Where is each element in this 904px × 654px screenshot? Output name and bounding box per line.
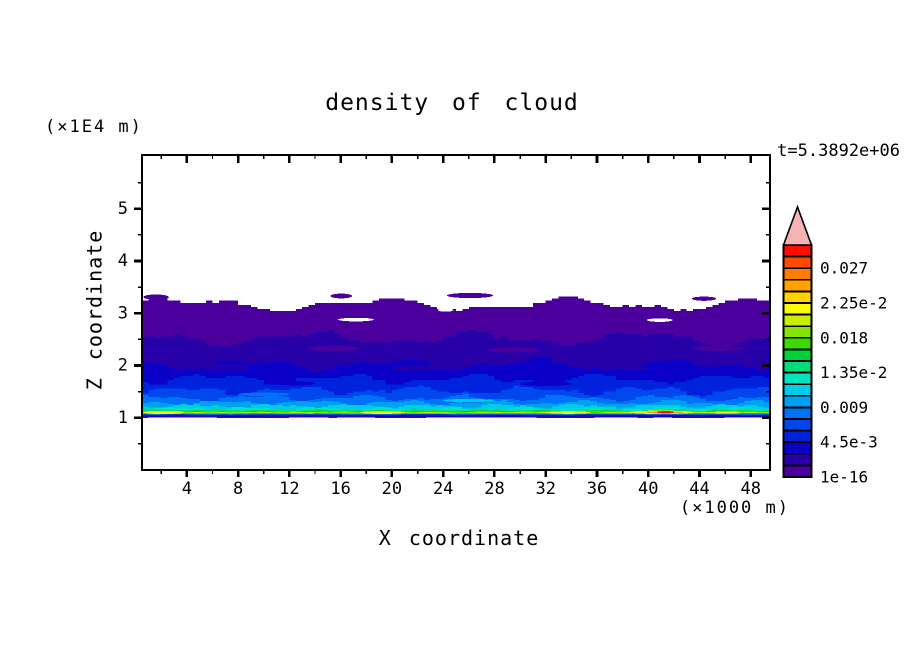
y-axis-unit-label: (×1E4 m) — [45, 117, 143, 137]
cloud-top-island — [447, 292, 494, 299]
cloud-hole — [338, 317, 374, 322]
cloud-top-island — [143, 294, 169, 300]
contour-patch — [308, 345, 360, 351]
colorbar-segment — [782, 418, 813, 432]
colorbar-label: 2.25e-2 — [820, 294, 887, 313]
colorbar-label: 0.009 — [820, 398, 868, 417]
x-tick-label: 24 — [433, 479, 453, 499]
colorbar-segment — [782, 325, 813, 339]
x-tick-label: 48 — [741, 479, 761, 499]
high-density-spot — [359, 411, 405, 414]
colorbar-label: 0.018 — [820, 328, 868, 347]
contour-patch — [392, 365, 444, 371]
cloud-top-island — [330, 293, 353, 299]
chart-title: density of cloud — [325, 90, 579, 116]
x-tick-label: 40 — [638, 479, 658, 499]
colorbar-segment — [782, 267, 813, 281]
y-tick-label: 2 — [118, 356, 128, 376]
time-annotation: t=5.3892e+06 — [777, 141, 900, 161]
x-tick-label: 20 — [382, 479, 402, 499]
cloud-top-island — [691, 296, 717, 301]
y-tick-label: 3 — [118, 303, 128, 323]
colorbar-segment — [782, 360, 813, 374]
colorbar-segment — [782, 452, 813, 467]
colorbar-segment — [782, 464, 813, 478]
contour-patch — [597, 365, 649, 371]
high-density-spot — [545, 411, 591, 414]
x-tick-label: 44 — [689, 479, 709, 499]
y-axis-title: Z coordinate — [82, 229, 107, 391]
colorbar-segment — [782, 244, 813, 258]
colorbar-label: 4.5e-3 — [820, 433, 878, 452]
colorbar-segment — [782, 429, 813, 444]
colorbar-label: 1e-16 — [820, 468, 868, 487]
cloud-hole — [647, 318, 673, 322]
contour-patch — [276, 381, 315, 386]
colorbar-segment — [782, 348, 813, 362]
high-density-spot — [143, 410, 185, 414]
x-axis-unit-label: (×1000 m) — [679, 498, 790, 518]
x-tick-label: 8 — [233, 479, 243, 499]
colorbar-segment — [782, 278, 813, 293]
colorbar-segment — [782, 255, 813, 270]
contour-patch — [693, 345, 745, 351]
x-tick-label: 28 — [484, 479, 504, 499]
colorbar-segment — [782, 313, 813, 328]
colorbar-segment — [782, 290, 813, 304]
y-tick-label: 4 — [118, 251, 128, 271]
contour-patch — [520, 381, 572, 386]
x-tick-label: 36 — [587, 479, 607, 499]
colorbar-segment — [782, 383, 813, 397]
contour-patch — [488, 347, 540, 353]
contour-band-level-12 — [143, 411, 769, 414]
colorbar-overflow-arrow — [782, 204, 813, 246]
x-axis-title: X coordinate — [378, 526, 540, 550]
contour-bands — [143, 292, 769, 419]
colorbar-segment — [782, 394, 813, 409]
contour-patch — [199, 364, 251, 370]
x-tick-label: 12 — [279, 479, 299, 499]
colorbar-segment — [782, 371, 813, 386]
contour-band-level-13 — [143, 412, 769, 414]
contour-patch — [238, 392, 290, 397]
high-density-spot — [712, 411, 741, 414]
contour-patch — [443, 398, 495, 403]
colorbar-label: 0.027 — [820, 259, 868, 278]
y-tick-label: 1 — [118, 408, 128, 428]
x-tick-label: 4 — [182, 479, 192, 499]
high-density-spot — [657, 411, 674, 414]
colorbar-segment — [782, 406, 813, 420]
colorbar-segment — [782, 441, 813, 455]
x-tick-label: 16 — [330, 479, 350, 499]
colorbar-segment — [782, 302, 813, 316]
x-tick-label: 32 — [535, 479, 555, 499]
colorbar-segment — [782, 336, 813, 351]
colorbar-label: 1.35e-2 — [820, 363, 887, 382]
cloud-hole — [438, 308, 454, 312]
y-tick-label: 5 — [118, 199, 128, 219]
